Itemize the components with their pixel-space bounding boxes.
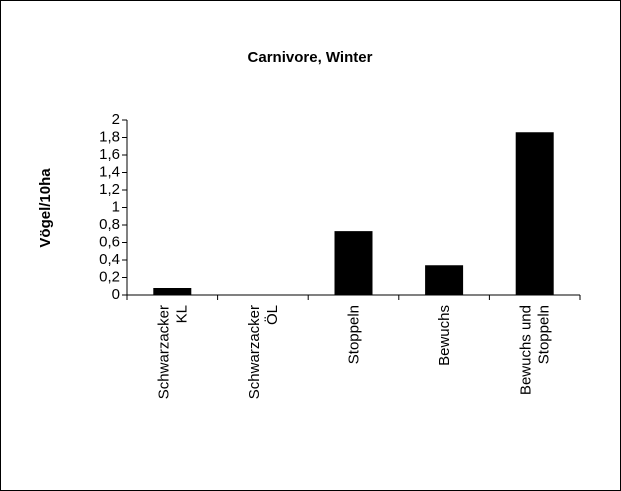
y-tick-label: 1,6 (99, 146, 120, 163)
x-tick-label: Bewuchs und (518, 305, 535, 395)
y-tick-label: 0 (112, 286, 120, 303)
bar (425, 265, 464, 295)
y-tick-label: 0,8 (99, 216, 120, 233)
x-tick-label: ÖL (263, 305, 281, 325)
x-tick-label: Stoppeln (536, 305, 553, 364)
x-tick-label: KL (173, 305, 190, 323)
y-tick-label: 1,2 (99, 181, 120, 198)
y-tick-label: 0,6 (99, 233, 120, 250)
x-tick-label: Bewuchs (436, 305, 453, 366)
y-tick-label: 1,8 (99, 128, 120, 145)
x-tick-label: Schwarzacker (155, 305, 172, 399)
chart-title: Carnivore, Winter (248, 49, 373, 66)
y-tick-label: 1,4 (99, 163, 120, 180)
y-tick-label: 2 (112, 111, 120, 128)
y-tick-label: 0,2 (99, 268, 120, 285)
bar (153, 288, 192, 295)
y-tick-label: 1 (112, 198, 120, 215)
y-axis-label: Vögel/10ha (37, 168, 54, 248)
x-tick-label: Schwarzacker (246, 305, 263, 399)
x-tick-label: Stoppeln (346, 305, 363, 364)
bar (515, 132, 554, 295)
bar (334, 231, 373, 295)
y-tick-label: 0,4 (99, 251, 120, 268)
